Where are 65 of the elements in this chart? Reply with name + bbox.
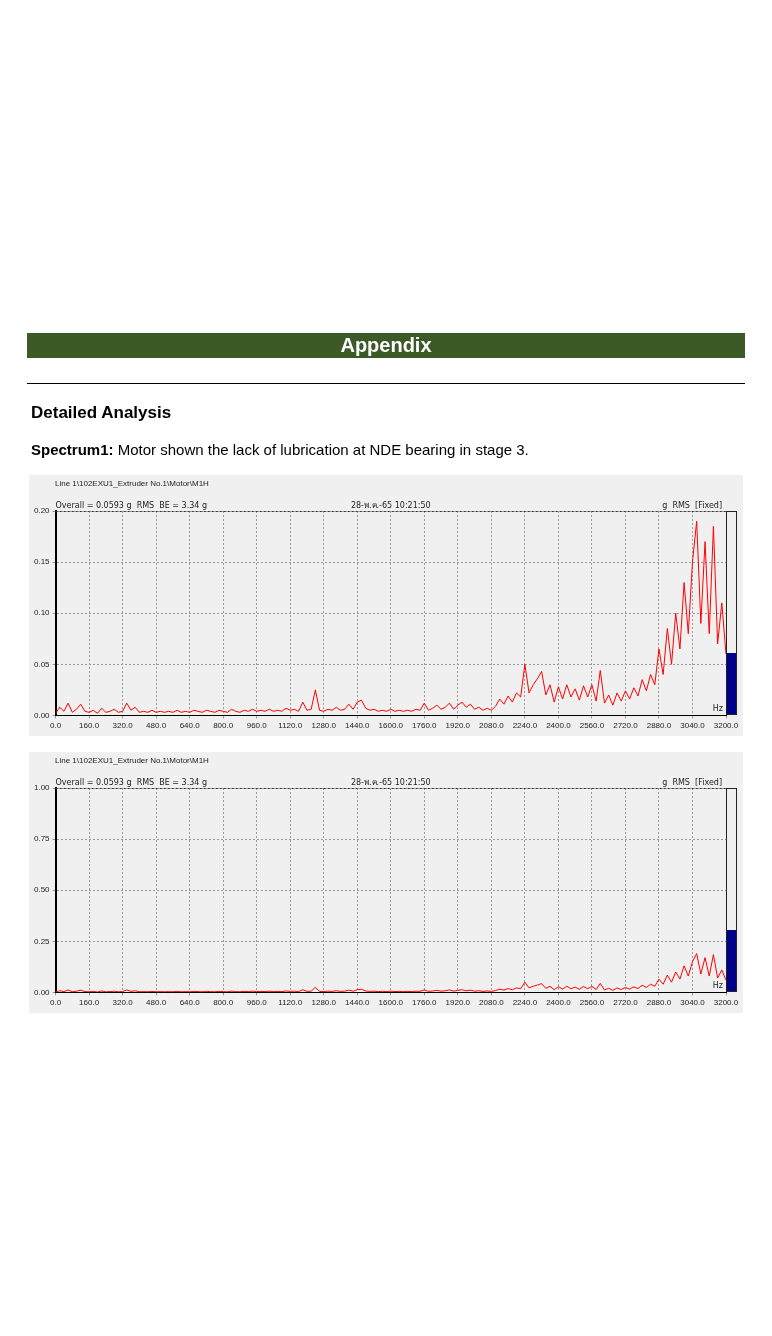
x-tick-label: 3200.0 [713, 998, 739, 1008]
x-tick-label: 1280.0 [311, 721, 337, 731]
x-axis-title: Hz [712, 704, 723, 714]
x-tick-label: 960.0 [246, 721, 268, 731]
chart-title: Line 1\102EXU1_Extruder No.1\Motor\M1H [55, 479, 209, 488]
y-tick-label: 0.10 [33, 608, 51, 618]
x-tick-label: 640.0 [179, 998, 201, 1008]
y-tick-label: 0.05 [33, 659, 51, 669]
x-tick-label: 3040.0 [680, 721, 706, 731]
x-tick-label: 1440.0 [345, 721, 371, 731]
x-tick-label: 2080.0 [479, 998, 505, 1008]
x-tick-label: 2720.0 [613, 998, 639, 1008]
text: Overall = 0.0593 g RMS BE = 3.34 g [55, 501, 208, 511]
y-tick-label: 0.00 [33, 710, 51, 720]
x-tick-label: 2880.0 [646, 998, 672, 1008]
text: Overall = 0.0593 g RMS BE = 3.34 g [55, 778, 208, 788]
x-tick-label: 480.0 [146, 998, 167, 1008]
text: Spectrum1: Motor shown the lack of lubrication at NDE bearing in stage 3. [31, 441, 530, 458]
y-tick-label: 0.25 [33, 936, 51, 946]
y-tick-label: 0.50 [33, 885, 51, 895]
x-tick-label: 2240.0 [512, 721, 538, 731]
x-tick-label: 1920.0 [445, 721, 471, 731]
x-tick-label: 1280.0 [311, 998, 337, 1008]
text: g RMS [Fixed] [662, 778, 722, 788]
x-tick-label: 960.0 [246, 998, 268, 1008]
text: Appendix [27, 333, 745, 358]
x-tick-label: 1760.0 [412, 998, 438, 1008]
x-tick-label: 0.0 [50, 721, 62, 731]
x-tick-label: 320.0 [112, 998, 134, 1008]
x-tick-label: 3040.0 [680, 998, 706, 1008]
x-tick-label: 1760.0 [412, 721, 438, 731]
text: Detailed Analysis [31, 403, 173, 423]
text: g RMS [Fixed] [662, 501, 722, 511]
x-tick-label: 640.0 [179, 721, 201, 731]
text: 28-พ.ค.-65 10:21:50 [350, 501, 431, 511]
x-tick-label: 1440.0 [345, 998, 371, 1008]
x-tick-label: 2720.0 [613, 721, 639, 731]
x-tick-label: 800.0 [213, 998, 234, 1008]
x-tick-label: 160.0 [79, 998, 100, 1008]
y-tick-label: 0.75 [33, 834, 51, 844]
x-tick-label: 160.0 [79, 721, 100, 731]
x-tick-label: 0.0 [50, 998, 62, 1008]
x-tick-label: 800.0 [213, 721, 234, 731]
y-tick-label: 0.20 [33, 506, 51, 516]
x-tick-label: 1600.0 [378, 721, 404, 731]
x-tick-label: 1920.0 [445, 998, 471, 1008]
x-tick-label: 2560.0 [579, 721, 605, 731]
x-tick-label: 1120.0 [278, 721, 303, 731]
x-axis-title: Hz [712, 981, 723, 991]
x-tick-label: 2400.0 [546, 998, 572, 1008]
y-tick-label: 0.00 [33, 987, 51, 997]
y-tick-label: 0.15 [33, 557, 51, 567]
x-tick-label: 2880.0 [646, 721, 672, 731]
x-tick-label: 2560.0 [579, 998, 605, 1008]
x-tick-label: 1600.0 [378, 998, 404, 1008]
x-tick-label: 2400.0 [546, 721, 572, 731]
x-tick-label: 3200.0 [713, 721, 739, 731]
x-tick-label: 320.0 [112, 721, 134, 731]
x-tick-label: 1120.0 [278, 998, 303, 1008]
x-tick-label: 2240.0 [512, 998, 538, 1008]
chart-title: Line 1\102EXU1_Extruder No.1\Motor\M1H [55, 756, 209, 765]
x-tick-label: 2080.0 [479, 721, 505, 731]
text: 28-พ.ค.-65 10:21:50 [350, 778, 431, 788]
y-tick-label: 1.00 [33, 783, 51, 793]
x-tick-label: 480.0 [146, 721, 167, 731]
